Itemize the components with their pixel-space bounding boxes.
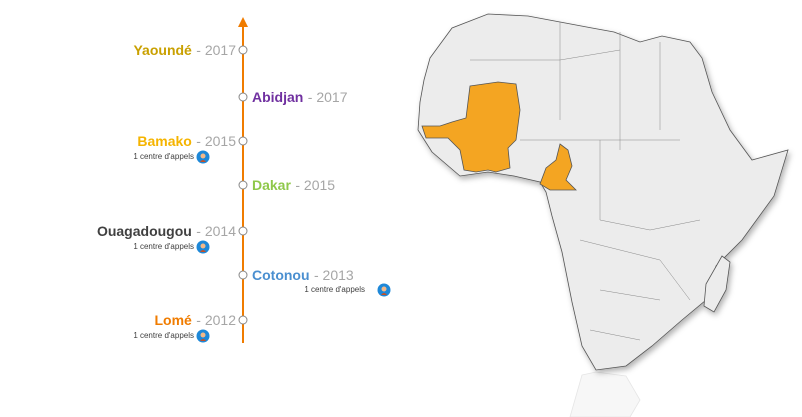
year: - 2015 bbox=[295, 177, 335, 193]
city-name: Ouagadougou bbox=[97, 223, 192, 239]
agent-icon-body bbox=[200, 250, 206, 252]
city-name: Yaoundé bbox=[133, 42, 192, 58]
agent-icon-body bbox=[381, 293, 387, 295]
city-name: Cotonou bbox=[252, 267, 310, 283]
timeline-arrow bbox=[238, 17, 248, 27]
map-reflection bbox=[569, 371, 641, 417]
agent-icon-face bbox=[381, 286, 387, 292]
agent-icon-body bbox=[200, 339, 206, 341]
timeline-entry: Abidjan - 2017 bbox=[252, 89, 348, 106]
agent-icon-face bbox=[200, 332, 206, 338]
year: - 2017 bbox=[196, 42, 236, 58]
borders bbox=[470, 22, 701, 341]
city-name: Lomé bbox=[155, 312, 193, 328]
timeline-entry: Bamako - 2015 bbox=[137, 133, 236, 150]
agent-icon-face bbox=[200, 153, 206, 159]
agent-icon-body bbox=[200, 160, 206, 162]
year: - 2014 bbox=[196, 223, 236, 239]
timeline-dot bbox=[238, 136, 248, 146]
year: - 2015 bbox=[196, 133, 236, 149]
timeline-entry: Lomé - 2012 bbox=[155, 312, 237, 329]
timeline-entry: Ouagadougou - 2014 bbox=[97, 223, 236, 240]
year: - 2012 bbox=[196, 312, 236, 328]
timeline-dot bbox=[238, 270, 248, 280]
timeline-dot bbox=[238, 92, 248, 102]
note: 1 centre d'appels bbox=[304, 285, 365, 294]
city-name: Dakar bbox=[252, 177, 291, 193]
note: 1 centre d'appels bbox=[133, 152, 194, 161]
city-name: Bamako bbox=[137, 133, 191, 149]
note: 1 centre d'appels bbox=[133, 331, 194, 340]
agent-icon-face bbox=[200, 243, 206, 249]
year: - 2013 bbox=[314, 267, 354, 283]
timeline-entry: Yaoundé - 2017 bbox=[133, 42, 236, 59]
reflection bbox=[569, 371, 641, 417]
timeline-dot bbox=[238, 315, 248, 325]
city-name: Abidjan bbox=[252, 89, 303, 105]
highlighted-cameroon bbox=[539, 143, 577, 191]
timeline-entry: Dakar - 2015 bbox=[252, 177, 335, 194]
note: 1 centre d'appels bbox=[133, 242, 194, 251]
year: - 2017 bbox=[308, 89, 348, 105]
timeline-dot bbox=[238, 226, 248, 236]
timeline-entry: Cotonou - 2013 bbox=[252, 267, 354, 284]
africa-map bbox=[417, 13, 789, 371]
timeline-dot bbox=[238, 180, 248, 190]
highlighted-west bbox=[421, 81, 521, 173]
madagascar bbox=[703, 255, 731, 313]
timeline-dot bbox=[238, 45, 248, 55]
africa-outline bbox=[417, 13, 789, 371]
